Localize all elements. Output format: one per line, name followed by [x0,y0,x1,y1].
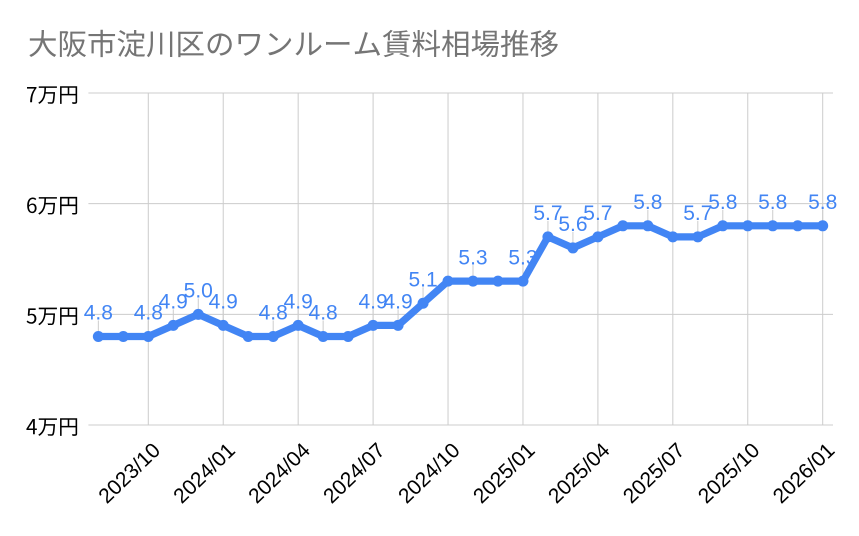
svg-text:4.8: 4.8 [309,302,338,325]
svg-text:5.7: 5.7 [583,202,612,225]
svg-text:5.0: 5.0 [184,280,213,303]
svg-text:5.8: 5.8 [808,191,837,214]
svg-text:5.8: 5.8 [758,191,787,214]
svg-text:5.3: 5.3 [458,246,487,269]
svg-text:4.9: 4.9 [358,291,387,314]
svg-text:4.9: 4.9 [159,291,188,314]
svg-text:5.3: 5.3 [508,246,537,269]
svg-text:4.9: 4.9 [209,291,238,314]
svg-text:4.9: 4.9 [284,291,313,314]
svg-text:5.1: 5.1 [408,268,437,291]
svg-text:5.7: 5.7 [683,202,712,225]
svg-text:4.8: 4.8 [259,302,288,325]
svg-text:5.6: 5.6 [558,213,587,236]
svg-text:4.8: 4.8 [134,302,163,325]
svg-text:4.9: 4.9 [383,291,412,314]
svg-text:5.8: 5.8 [708,191,737,214]
svg-text:5.7: 5.7 [533,202,562,225]
svg-text:4.8: 4.8 [84,302,113,325]
svg-text:5.8: 5.8 [633,191,662,214]
